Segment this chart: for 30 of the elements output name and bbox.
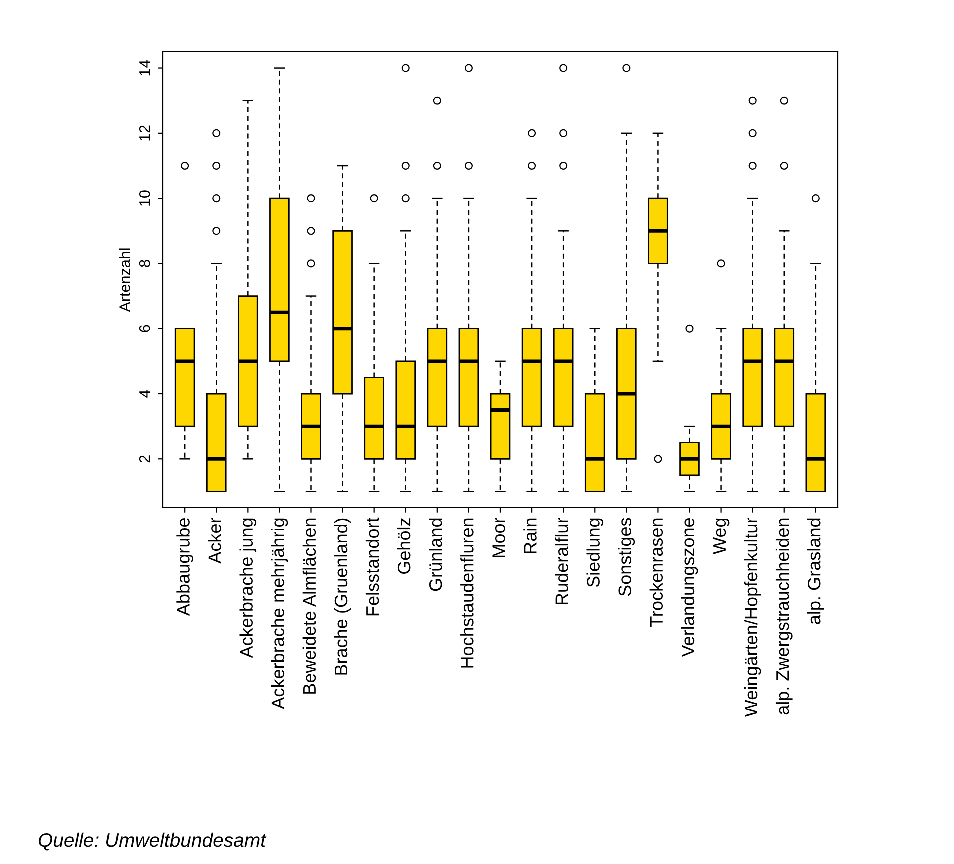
x-tick-label: Gehölz <box>397 518 411 574</box>
y-tick-label: 8 <box>139 260 150 268</box>
x-tick-label: alp. Zwergstrauchheiden <box>776 518 793 715</box>
x-tick-label: Ackerbrache mehrjährig <box>271 518 288 710</box>
x-tick-label: Verlandungszone <box>681 518 698 658</box>
y-tick-label: 12 <box>139 126 150 141</box>
y-tick-label: 10 <box>139 190 150 206</box>
y-tick-label: 4 <box>140 390 150 398</box>
x-tick-label: Grünland <box>429 518 442 592</box>
y-axis-title: Artenzahl <box>119 248 130 312</box>
x-tick-label: Acker <box>208 518 222 564</box>
x-tick-label: Ruderalflur <box>555 518 568 605</box>
x-tick-label: Sonstiges <box>618 518 636 596</box>
x-tick-label: Rain <box>524 518 537 554</box>
x-tick-label: Abbaugrube <box>176 518 194 616</box>
x-tick-label: Moor <box>492 518 506 558</box>
y-tick-label: 2 <box>139 456 150 463</box>
x-tick-label: Hochstaudenfluren <box>460 518 474 668</box>
x-tick-label: Weingärten/Hopfenkultur <box>744 518 762 718</box>
x-tick-label: Ackerbrache jung <box>240 518 257 658</box>
source-note: Quelle: Umweltbundesamt <box>38 832 267 851</box>
x-tick-label: Trockenrasen <box>650 518 664 628</box>
x-tick-label: alp. Grasland <box>808 518 824 624</box>
x-tick-label: Beweidete Almflächen <box>302 518 316 694</box>
y-tick-label: 14 <box>140 60 150 76</box>
y-tick-label: 6 <box>139 325 150 332</box>
x-tick-label: Weg <box>714 518 730 554</box>
x-tick-label: Felsstandort <box>366 518 380 616</box>
x-tick-label: Siedlung <box>586 518 604 588</box>
x-tick-label: Brache (Gruenland) <box>334 518 352 675</box>
